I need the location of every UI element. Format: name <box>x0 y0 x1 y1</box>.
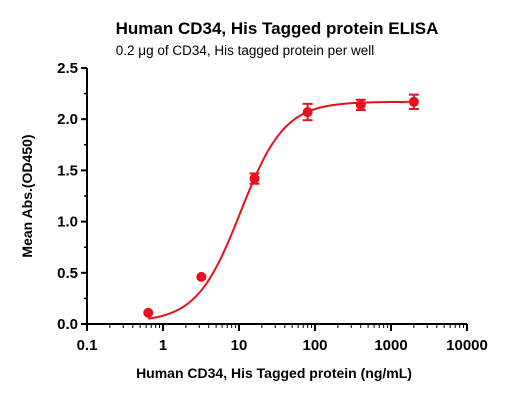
chart-title: Human CD34, His Tagged protein ELISA <box>116 19 439 38</box>
x-tick-label: 10 <box>231 337 248 354</box>
fit-curve-layer <box>148 100 414 320</box>
fit-curve <box>148 100 414 320</box>
data-points-layer <box>143 93 419 318</box>
y-axis-label: Mean Abs.(OD450) <box>19 134 35 257</box>
x-tick-label: 1 <box>159 337 167 354</box>
y-tick-label: 1.5 <box>57 162 78 179</box>
y-tick-label: 2.5 <box>57 60 78 77</box>
x-tick-label: 10000 <box>446 337 488 354</box>
data-point <box>302 107 313 118</box>
data-point <box>249 173 260 184</box>
data-point <box>355 99 366 110</box>
data-point <box>196 271 207 282</box>
axes: 0.0 0.5 1.0 1.5 2.0 2.5 0.1 1 10 100 1000 10000 <box>57 60 488 354</box>
x-tick-label: 100 <box>302 337 327 354</box>
y-tick-label: 1.0 <box>57 214 78 231</box>
y-tick-label: 2.0 <box>57 111 78 128</box>
y-tick-label: 0.5 <box>57 265 78 282</box>
x-axis-label: Human CD34, His Tagged protein (ng/mL) <box>136 365 412 381</box>
x-tick-label: 0.1 <box>77 337 98 354</box>
data-point <box>143 307 154 318</box>
x-tick-label: 1000 <box>374 337 407 354</box>
chart-subtitle: 0.2 μg of CD34, His tagged protein per w… <box>116 43 374 58</box>
y-tick-label: 0.0 <box>57 316 78 333</box>
data-point <box>408 96 419 107</box>
